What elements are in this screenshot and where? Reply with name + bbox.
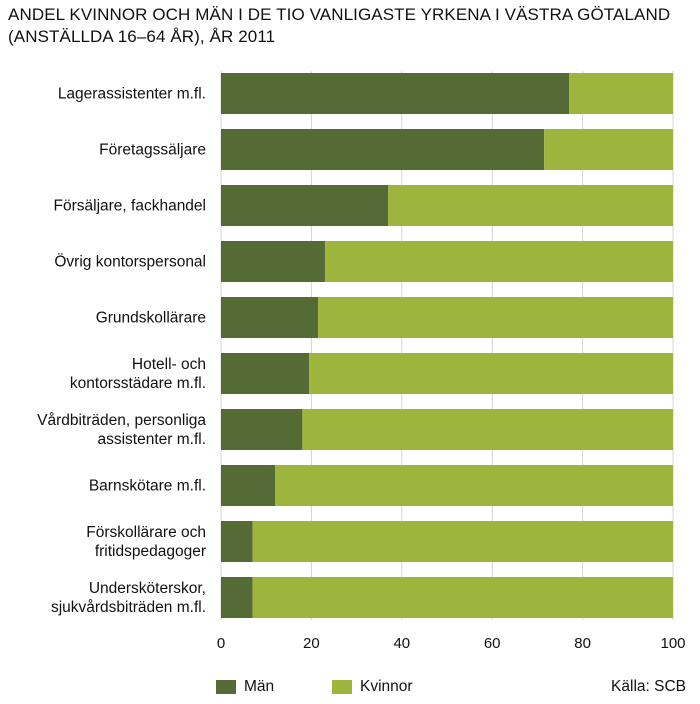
- legend-label-women: Kvinnor: [360, 678, 413, 695]
- chart-title-line-1: ANDEL KVINNOR OCH MÄN I DE TIO VANLIGAST…: [8, 5, 671, 24]
- category-label: Barnskötare m.fl.: [89, 478, 206, 495]
- category-label-line: sjukvårdsbiträden m.fl.: [51, 599, 206, 616]
- bar-segment-women: [569, 73, 673, 114]
- category-label-line: Vårdbiträden, personliga: [37, 412, 206, 429]
- bar-segment-men: [221, 521, 253, 562]
- bar-segment-men: [221, 185, 389, 226]
- bar-segment-men: [221, 129, 545, 170]
- category-labels: Lagerassistenter m.fl. Företagssäljare För…: [37, 86, 206, 617]
- x-tick-label: 100: [660, 635, 685, 652]
- legend-swatch-women: [332, 680, 352, 694]
- x-axis-ticks: 0 20 40 60 80 100: [217, 635, 686, 652]
- bar-segment-men: [221, 73, 570, 114]
- category-label: Försäljare, fackhandel: [54, 198, 207, 215]
- legend-label-men: Män: [244, 678, 275, 695]
- category-label-line: Undersköterskor,: [89, 580, 206, 597]
- x-tick-label: 0: [217, 635, 225, 652]
- bar-segment-men: [221, 241, 325, 282]
- legend-swatch-men: [216, 680, 236, 694]
- bar-segment-women: [324, 241, 673, 282]
- category-label-line: Företagssäljare: [99, 142, 206, 159]
- bar-segment-women: [252, 521, 673, 562]
- bar-segment-women: [252, 577, 673, 618]
- category-label-line: fritidspedagoger: [95, 543, 206, 560]
- category-label-line: Övrig kontorspersonal: [54, 253, 206, 271]
- bar-segment-women: [309, 353, 673, 394]
- category-label: Förskollärare och fritidspedagoger: [86, 524, 206, 560]
- category-label-line: Förskollärare och: [86, 524, 206, 541]
- bars: [221, 73, 673, 618]
- bar-segment-men: [221, 465, 276, 506]
- x-tick-label: 20: [303, 635, 320, 652]
- bar-segment-men: [221, 353, 310, 394]
- source-note: Källa: SCB: [611, 678, 686, 695]
- legend-item-women: Kvinnor: [332, 678, 413, 696]
- legend-item-men: Män: [216, 678, 274, 696]
- category-label-line: Barnskötare m.fl.: [89, 478, 206, 495]
- legend: Män Kvinnor Källa: SCB: [0, 678, 700, 702]
- bar-segment-women: [275, 465, 673, 506]
- x-tick-label: 60: [484, 635, 501, 652]
- category-label-line: Försäljare, fackhandel: [54, 198, 207, 215]
- bar-segment-men: [221, 297, 319, 338]
- category-label-line: Lagerassistenter m.fl.: [58, 86, 206, 103]
- category-label: Undersköterskor, sjukvårdsbiträden m.fl.: [51, 580, 206, 616]
- category-label-line: assistenter m.fl.: [97, 431, 206, 448]
- category-label: Företagssäljare: [99, 142, 206, 159]
- bar-chart: Lagerassistenter m.fl. Företagssäljare För…: [37, 71, 686, 652]
- chart-title: ANDEL KVINNOR OCH MÄN I DE TIO VANLIGAST…: [8, 4, 670, 48]
- category-label: Hotell- och kontorsstädare m.fl.: [70, 356, 206, 392]
- x-tick-label: 40: [393, 635, 410, 652]
- category-label: Vårdbiträden, personliga assistenter m.fl…: [37, 412, 206, 448]
- category-label-line: Grundskollärare: [96, 310, 206, 327]
- bar-segment-women: [544, 129, 673, 170]
- bar-segment-women: [302, 409, 673, 450]
- category-label: Grundskollärare: [96, 310, 206, 327]
- bar-segment-women: [318, 297, 673, 338]
- category-label-line: kontorsstädare m.fl.: [70, 375, 206, 392]
- category-label-line: Hotell- och: [132, 356, 206, 373]
- category-label: Övrig kontorspersonal: [54, 253, 206, 271]
- x-tick-label: 80: [574, 635, 591, 652]
- bar-segment-women: [388, 185, 673, 226]
- category-label: Lagerassistenter m.fl.: [58, 86, 206, 103]
- bar-segment-men: [221, 409, 303, 450]
- chart-subtitle: (ANSTÄLLDA 16–64 ÅR), ÅR 2011: [8, 27, 276, 46]
- bar-segment-men: [221, 577, 253, 618]
